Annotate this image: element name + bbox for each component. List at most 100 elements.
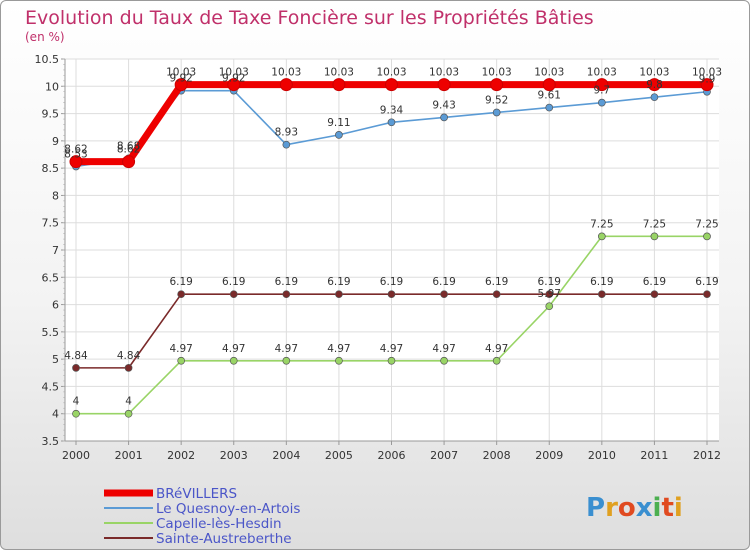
y-tick-label: 6.5 <box>42 271 60 284</box>
y-tick-label: 4.5 <box>42 380 60 393</box>
data-label-1: 9.52 <box>485 94 508 106</box>
series-point-2 <box>545 302 554 311</box>
data-label-3: 4.84 <box>117 350 141 362</box>
data-label-2: 5.97 <box>538 288 561 300</box>
series-point-2 <box>703 232 711 241</box>
data-label-1: 8.53 <box>64 149 87 161</box>
y-tick-label: 9 <box>52 135 59 148</box>
series-point-2 <box>335 356 343 365</box>
data-label-0: 10.03 <box>324 67 354 79</box>
series-point-1 <box>650 93 659 102</box>
series-point-2 <box>650 232 659 241</box>
series-point-3 <box>650 290 659 299</box>
y-tick-label: 10.5 <box>35 53 60 66</box>
legend-label-2: Capelle-lès-Hesdin <box>156 516 282 532</box>
data-label-0: 10.03 <box>587 67 617 79</box>
data-label-2: 4.97 <box>380 343 403 355</box>
legend-label-3: Sainte-Austreberthe <box>156 531 292 547</box>
logo-letter: P <box>586 493 605 523</box>
data-label-1: 9.7 <box>593 85 610 97</box>
y-tick-label: 3.5 <box>42 435 60 448</box>
series-point-2 <box>229 356 238 365</box>
x-tick-label: 2000 <box>62 449 90 462</box>
series-point-0 <box>437 78 451 92</box>
data-label-1: 9.92 <box>222 73 245 85</box>
x-tick-label: 2007 <box>430 449 458 462</box>
data-label-3: 6.19 <box>643 276 666 288</box>
data-label-0: 10.03 <box>219 67 249 79</box>
series-point-2 <box>387 356 396 365</box>
data-label-3: 6.19 <box>485 276 508 288</box>
data-label-2: 7.25 <box>643 218 666 230</box>
series-point-3 <box>177 290 186 299</box>
logo-letter: r <box>605 493 618 523</box>
data-label-1: 9.61 <box>538 90 561 102</box>
chart-subtitle: (en %) <box>25 30 65 44</box>
data-label-2: 4 <box>125 396 132 408</box>
data-label-1: 8.93 <box>275 127 298 139</box>
data-label-1: 9.92 <box>169 73 192 85</box>
y-tick-label: 6 <box>52 299 59 312</box>
data-labels: 8.62 8.62 10.03 10.03 10.03 10.03 10.03 10.03 10… <box>64 67 722 408</box>
x-tick-label: 2005 <box>325 449 353 462</box>
data-label-0: 8.62 <box>64 144 87 156</box>
data-label-1: 9.11 <box>327 117 350 129</box>
data-label-2: 7.25 <box>695 218 718 230</box>
data-label-1: 8.68 <box>117 140 140 152</box>
data-label-1: 9.9 <box>699 74 716 86</box>
data-label-3: 6.19 <box>327 276 350 288</box>
series-point-0 <box>490 78 504 92</box>
x-tick-label: 2002 <box>167 449 195 462</box>
legend-label-1: Le Quesnoy-en-Artois <box>156 501 300 517</box>
series-point-3 <box>72 364 80 372</box>
data-label-1: 9.43 <box>432 99 455 111</box>
series-point-3 <box>597 290 606 299</box>
x-tick-label: 2011 <box>640 449 668 462</box>
x-tick-label: 2012 <box>693 449 721 462</box>
data-label-3: 6.19 <box>380 276 403 288</box>
data-label-3: 6.19 <box>432 276 455 288</box>
data-label-0: 10.03 <box>639 67 669 79</box>
series-point-1 <box>492 108 501 117</box>
logo-letter: i <box>674 493 683 523</box>
data-label-0: 10.03 <box>166 67 196 79</box>
series-point-0 <box>227 78 241 92</box>
y-tick-label: 10 <box>45 80 59 93</box>
legend-label-0: BRéVILLERS <box>156 486 237 502</box>
series-point-2 <box>440 356 448 365</box>
y-tick-label: 7 <box>52 244 59 257</box>
data-label-3: 6.19 <box>695 276 718 288</box>
series-point-0 <box>279 78 293 92</box>
series-point-1 <box>440 113 448 122</box>
data-label-2: 4.97 <box>485 343 508 355</box>
data-label-2: 4.97 <box>275 343 298 355</box>
y-tick-label: 9.5 <box>42 108 60 121</box>
series-point-1 <box>387 118 396 127</box>
data-label-3: 6.19 <box>275 276 298 288</box>
series-point-1 <box>282 140 291 149</box>
x-tick-label: 2009 <box>535 449 563 462</box>
data-label-2: 7.25 <box>590 218 613 230</box>
proxiti-logo: Proxiti <box>586 493 683 523</box>
series-point-2 <box>282 356 291 365</box>
data-label-0: 10.03 <box>482 67 512 79</box>
series-point-1 <box>545 103 554 112</box>
y-tick-label: 7.5 <box>42 217 60 230</box>
data-label-0: 10.03 <box>429 67 459 79</box>
data-label-2: 4.97 <box>222 343 245 355</box>
series-point-0 <box>542 78 556 92</box>
series-point-3 <box>492 290 501 299</box>
logo-letter: x <box>636 493 653 523</box>
series-point-3 <box>545 290 554 299</box>
data-label-0: 10.03 <box>376 67 406 79</box>
x-tick-label: 2010 <box>588 449 616 462</box>
series-point-3 <box>440 290 448 299</box>
series-point-0 <box>332 78 346 92</box>
y-tick-label: 4 <box>52 408 59 421</box>
axes: 3.5 4 4.5 5 5.5 6 6.5 7 7.5 8 8.5 9 9.5 10 10.5 2000 200… <box>35 53 722 462</box>
series-point-1 <box>597 98 606 107</box>
x-tick-label: 2003 <box>220 449 248 462</box>
series-point-2 <box>72 409 80 418</box>
